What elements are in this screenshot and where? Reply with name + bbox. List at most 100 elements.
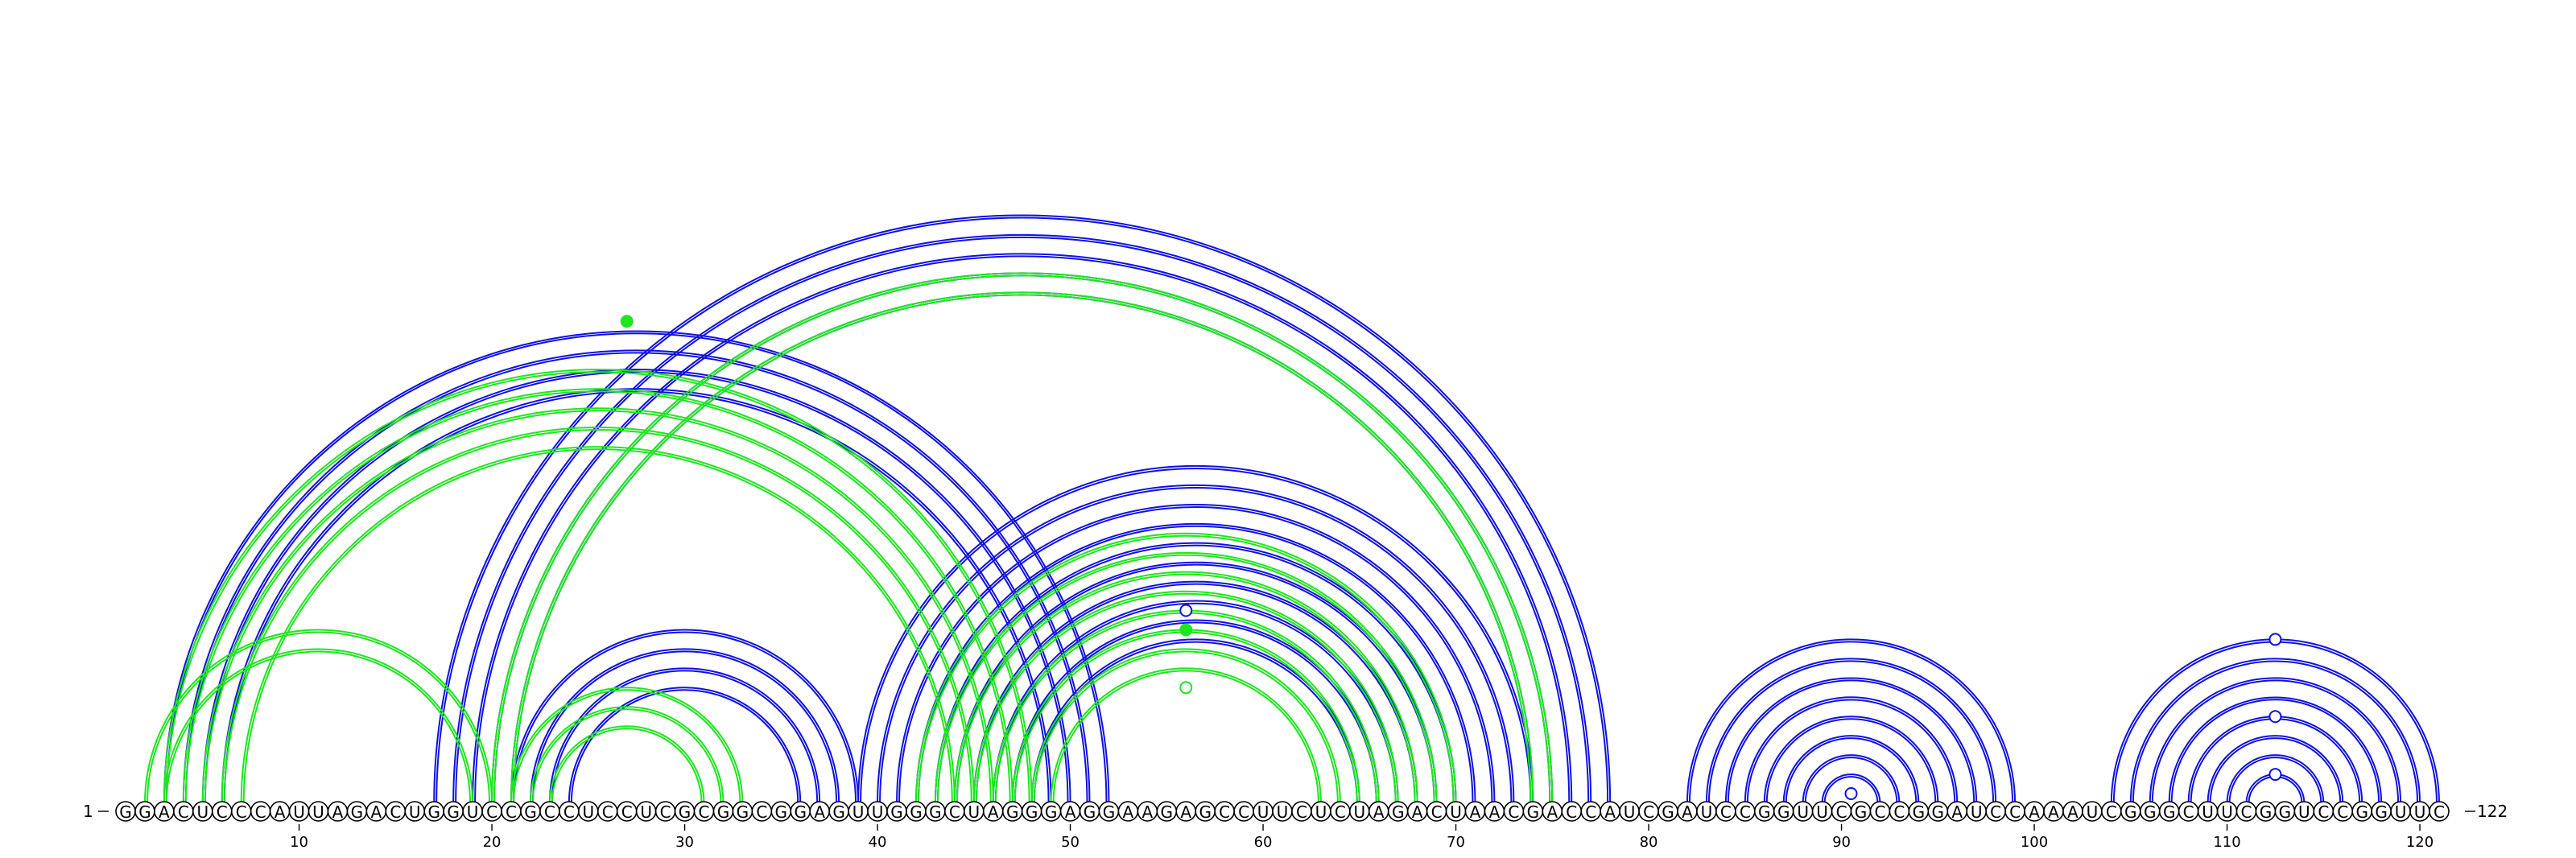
structure-a-arc-48-65 — [1030, 638, 1360, 804]
tick-label-40: 40 — [869, 834, 887, 851]
structure-a-arc-41-72-inner — [898, 505, 1493, 804]
structure-a-arc-88-93 — [1802, 754, 1901, 804]
nucleotide-69: C — [1431, 802, 1443, 822]
nucleotide-74: G — [1527, 802, 1540, 822]
nucleotide-96: A — [1951, 802, 1963, 822]
nucleotide-35: G — [775, 802, 788, 822]
nucleotide-80: C — [1643, 802, 1654, 822]
structure-b-arc-48-64 — [1030, 648, 1341, 804]
nucleotide-93: C — [1893, 802, 1905, 822]
nucleotide-121: C — [2434, 802, 2445, 822]
structure-b-arc-20-75-inner — [493, 274, 1551, 804]
structure-b-arc-21-33 — [510, 687, 744, 804]
structure-a-arc-108-117-inner — [2190, 718, 2361, 804]
nucleotide-117: G — [2355, 802, 2368, 822]
nucleotide-63: U — [1315, 802, 1327, 822]
nucleotide-47: G — [1006, 802, 1019, 822]
structure-a-arc-89-92-inner — [1823, 776, 1879, 804]
nucleotide-94: G — [1913, 802, 1926, 822]
nucleotide-120: U — [2414, 802, 2426, 822]
structure-a-arc-19-76 — [472, 253, 1573, 804]
structure-a-arc-85-96 — [1744, 696, 1959, 804]
tick-label-30: 30 — [675, 834, 694, 851]
nucleotide-85: C — [1740, 802, 1751, 822]
nucleotide-71: A — [1470, 802, 1481, 822]
pair-marker-2 — [1179, 604, 1193, 617]
structure-b-arc-6-45 — [221, 426, 975, 804]
pair-marker-8 — [2268, 768, 2282, 782]
nucleotide-90: C — [1836, 802, 1847, 822]
nucleotide-34: C — [756, 802, 767, 822]
nucleotide-48: G — [1026, 802, 1038, 822]
nucleotide-76: C — [1566, 802, 1577, 822]
structure-a-arc-83-98 — [1705, 658, 1997, 804]
nucleotide-70: U — [1450, 802, 1462, 822]
structure-b-arc-23-31 — [548, 725, 705, 804]
nucleotide-100: A — [2029, 802, 2040, 822]
structure-b-arc-22-32-inner — [531, 708, 722, 804]
nucleotide-121-circle — [2429, 801, 2450, 822]
nucleotide-38: G — [832, 802, 845, 822]
nucleotide-46: A — [988, 802, 999, 822]
nucleotide-106: G — [2144, 802, 2157, 822]
structure-b-arc-21-74-inner — [513, 294, 1532, 804]
nucleotide-20: C — [486, 802, 497, 822]
structure-a-arc-42-71-inner — [917, 525, 1474, 804]
nucleotide-43: G — [929, 802, 942, 822]
nucleotide-44: C — [949, 802, 960, 822]
nucleotide-98: C — [1990, 802, 2001, 822]
structure-b-arc-20-75 — [491, 272, 1554, 804]
nucleotide-28: U — [640, 802, 652, 822]
nucleotide-92: C — [1874, 802, 1885, 822]
nucleotide-62: C — [1296, 802, 1307, 822]
nucleotide-45: U — [968, 802, 980, 822]
structure-a-arc-82-99-inner — [1688, 641, 2014, 804]
structure-a-arc-23-37 — [548, 667, 821, 804]
structure-a-arc-17-78-inner — [436, 217, 1609, 804]
nucleotide-67: G — [1392, 802, 1405, 822]
structure-a-arc-105-120-inner — [2132, 660, 2419, 804]
nucleotide-79: U — [1624, 802, 1636, 822]
nucleotide-107: G — [2163, 802, 2176, 822]
structure-b-arc-43-69-inner — [936, 554, 1435, 804]
nucleotide-61: U — [1277, 802, 1289, 822]
nucleotide-8: C — [255, 802, 266, 822]
structure-b-arc-4-47 — [182, 388, 1013, 804]
structure-a-arc-44-69-inner — [956, 563, 1435, 804]
nucleotide-16: U — [409, 802, 421, 822]
nucleotide-50: A — [1065, 802, 1076, 822]
structure-b-arc-44-68 — [953, 571, 1418, 804]
tick-label-120: 120 — [2406, 834, 2434, 851]
nucleotide-37: A — [814, 802, 825, 822]
nucleotide-109: U — [2202, 802, 2214, 822]
nucleotide-78: A — [1604, 802, 1616, 822]
structure-a-arc-107-118 — [2168, 696, 2383, 804]
structure-b-arc-44-68-inner — [956, 573, 1416, 804]
structure-b-arc-3-19 — [163, 648, 474, 804]
markers-layer — [620, 315, 2282, 801]
structure-a-arc-19-76-inner — [474, 255, 1571, 804]
nucleotide-10: U — [293, 802, 305, 822]
nucleotide-99: C — [2009, 802, 2021, 822]
structure-a-arc-18-77 — [452, 233, 1592, 804]
structure-b-arc-43-69 — [934, 551, 1438, 804]
nucleotide-119: U — [2395, 802, 2407, 822]
structure-b-arc-2-20-inner — [146, 631, 491, 804]
nucleotide-33: G — [737, 802, 749, 822]
nucleotide-1: G — [119, 802, 132, 822]
nucleotide-12: A — [332, 802, 344, 822]
structure-a-arc-48-65-inner — [1033, 641, 1358, 804]
structure-a-arc-47-66 — [1011, 619, 1380, 804]
nucleotide-2: G — [138, 802, 151, 822]
structure-b-arc-49-63 — [1050, 667, 1322, 804]
nucleotide-115: C — [2318, 802, 2329, 822]
structure-a-arc-22-38-inner — [531, 650, 838, 804]
structure-a-arc-39-74-inner — [860, 467, 1532, 804]
nucleotide-42: G — [910, 802, 923, 822]
structure-a-arc-86-95 — [1763, 716, 1939, 804]
structure-a-arc-84-97 — [1724, 677, 1978, 804]
nucleotide-88: U — [1797, 802, 1809, 822]
nucleotide-54: A — [1142, 802, 1154, 822]
